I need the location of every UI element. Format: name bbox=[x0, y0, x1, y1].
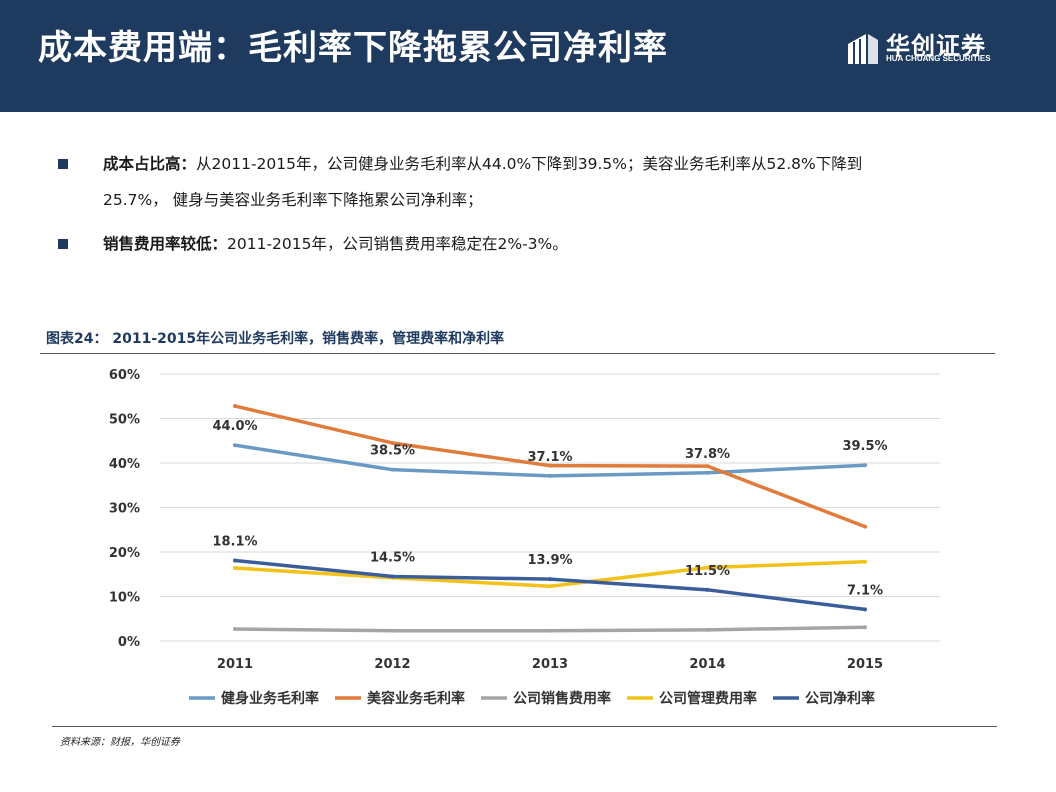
data-point bbox=[863, 559, 867, 564]
data-label: 7.1% bbox=[847, 583, 883, 598]
bullet-heading: 销售费用率较低： bbox=[103, 235, 228, 253]
logo-text: 华创证券 bbox=[886, 32, 986, 60]
data-point bbox=[548, 584, 552, 589]
data-point bbox=[705, 565, 710, 570]
bullet-body: 从2011-2015年，公司健身业务毛利率从44.0%下降到39.5%；美容业务… bbox=[196, 155, 863, 173]
bullet-square-icon bbox=[58, 239, 68, 249]
y-tick-label: 30% bbox=[109, 502, 140, 517]
y-tick-label: 0% bbox=[118, 635, 140, 650]
data-point bbox=[390, 628, 395, 633]
data-label: 39.5% bbox=[842, 439, 887, 454]
figure-caption: 图表24： 2011-2015年公司业务毛利率，销售费率，管理费率和净利率 bbox=[46, 331, 505, 347]
legend-label: 健身业务毛利率 bbox=[221, 690, 319, 707]
data-label: 44.0% bbox=[212, 419, 257, 434]
data-point bbox=[233, 558, 237, 563]
bullet-item: 销售费用率较低：2011-2015年，公司销售费用率稳定在2%-3%。 bbox=[58, 226, 1008, 262]
logo-mark-icon bbox=[848, 34, 878, 64]
data-point bbox=[390, 440, 395, 445]
data-point bbox=[233, 626, 237, 631]
data-point bbox=[863, 524, 867, 529]
data-point bbox=[548, 473, 552, 478]
x-tick-label: 2012 bbox=[374, 657, 410, 672]
x-tick-label: 2014 bbox=[689, 657, 725, 672]
y-tick-label: 60% bbox=[109, 368, 140, 383]
data-point bbox=[705, 464, 710, 469]
data-point bbox=[233, 566, 237, 571]
logo-subtext: HUA CHUANG SECURITIES bbox=[886, 54, 991, 63]
x-tick-label: 2015 bbox=[847, 657, 883, 672]
data-point bbox=[863, 625, 867, 630]
bullet-body-line2: 25.7%， 健身与美容业务毛利率下降拖累公司净利率； bbox=[103, 191, 483, 209]
line-chart: 0% 10% 20% 30% 40% 50% 60% 2011 2012 2013 2014 2015… bbox=[109, 368, 940, 707]
title-banner: 成本费用端：毛利率下降拖累公司净利率 华创证券 HUA CHUANG SECUR… bbox=[0, 0, 1056, 112]
data-point bbox=[233, 443, 237, 448]
legend-label: 公司净利率 bbox=[805, 690, 875, 707]
source-note: 资料来源：财报，华创证券 bbox=[60, 737, 180, 748]
data-point bbox=[705, 470, 710, 475]
data-point bbox=[863, 463, 867, 468]
caption-divider bbox=[40, 353, 995, 354]
data-point bbox=[548, 463, 552, 468]
data-label: 37.1% bbox=[527, 450, 572, 465]
data-point bbox=[705, 627, 710, 632]
x-tick-label: 2013 bbox=[532, 657, 568, 672]
bullet-square-icon bbox=[58, 159, 68, 169]
legend-label: 公司管理费用率 bbox=[659, 690, 757, 707]
bullet-body: 2011-2015年，公司销售费用率稳定在2%-3%。 bbox=[227, 235, 568, 253]
bullet-text: 销售费用率较低：2011-2015年，公司销售费用率稳定在2%-3%。 bbox=[103, 226, 1008, 262]
y-tick-label: 50% bbox=[109, 413, 140, 428]
data-label: 14.5% bbox=[370, 550, 415, 565]
bullet-item: 成本占比高：从2011-2015年，公司健身业务毛利率从44.0%下降到39.5… bbox=[58, 146, 1008, 218]
y-tick-label: 40% bbox=[109, 457, 140, 472]
legend-label: 美容业务毛利率 bbox=[367, 690, 465, 707]
data-point bbox=[233, 404, 237, 409]
company-logo: 华创证券 HUA CHUANG SECURITIES bbox=[844, 28, 1014, 68]
data-label: 18.1% bbox=[212, 534, 257, 549]
data-label: 38.5% bbox=[370, 444, 415, 459]
data-point bbox=[705, 587, 710, 592]
legend-label: 公司销售费用率 bbox=[513, 690, 611, 707]
data-label: 13.9% bbox=[527, 553, 572, 568]
data-label: 37.8% bbox=[685, 447, 730, 462]
y-tick-label: 20% bbox=[109, 546, 140, 561]
data-point bbox=[390, 574, 395, 579]
bullet-text: 成本占比高：从2011-2015年，公司健身业务毛利率从44.0%下降到39.5… bbox=[103, 146, 1008, 218]
data-point bbox=[548, 628, 552, 633]
page-title: 成本费用端：毛利率下降拖累公司净利率 bbox=[38, 28, 668, 68]
data-label: 11.5% bbox=[685, 564, 730, 579]
data-point bbox=[548, 577, 552, 582]
data-point bbox=[390, 467, 395, 472]
bullet-heading: 成本占比高： bbox=[103, 155, 197, 173]
source-divider bbox=[52, 726, 997, 727]
x-tick-label: 2011 bbox=[217, 657, 253, 672]
y-tick-label: 10% bbox=[109, 591, 140, 606]
data-point bbox=[863, 607, 867, 612]
